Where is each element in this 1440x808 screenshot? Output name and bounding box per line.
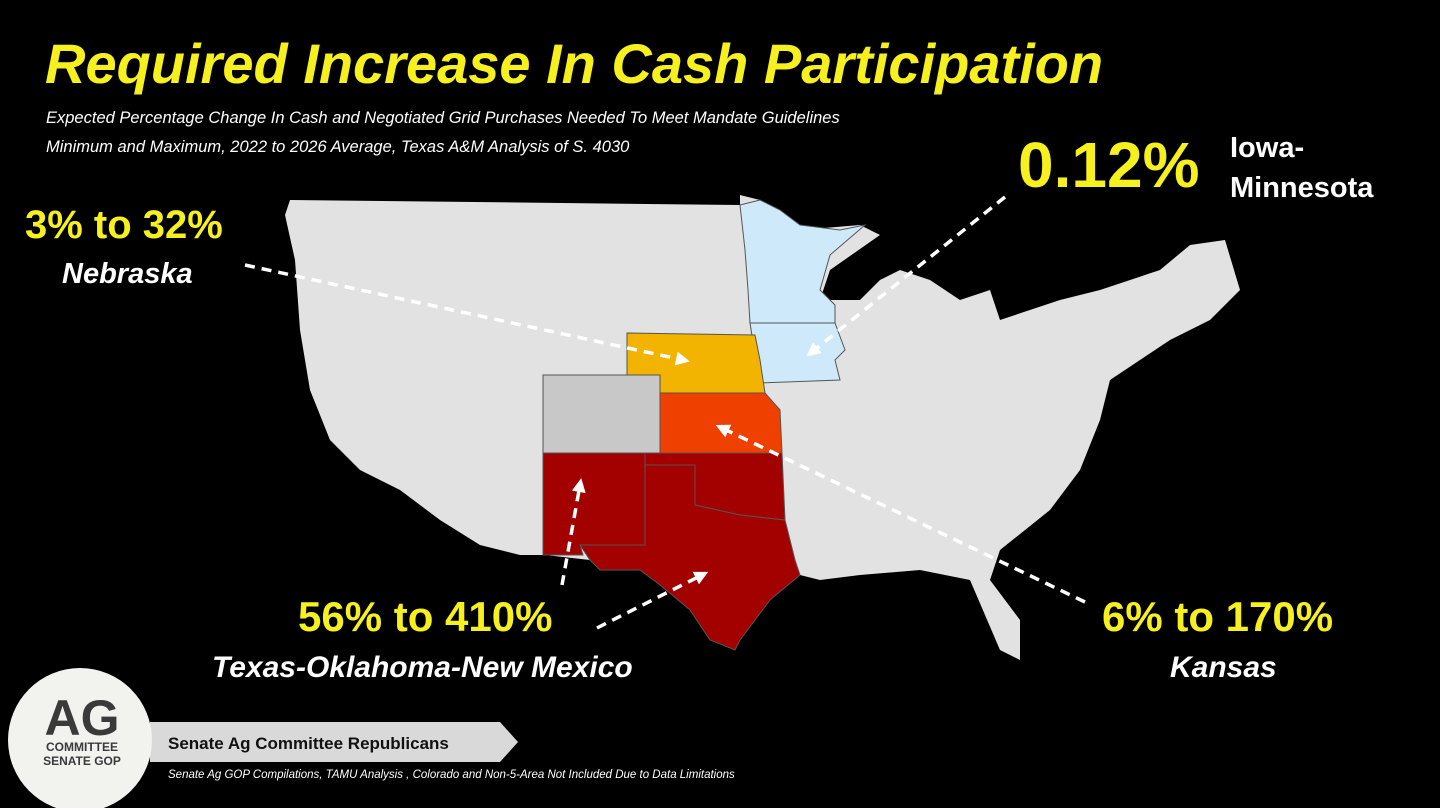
callout-value: 3% to 32%	[25, 203, 223, 247]
callout-region: Minnesota	[1230, 172, 1374, 204]
callout-region: Iowa-	[1230, 132, 1304, 164]
callout-value: 0.12%	[1018, 129, 1199, 201]
minnesota	[739, 199, 867, 324]
iowa	[749, 322, 846, 384]
colorado	[542, 374, 661, 454]
callout-region: Texas-Oklahoma-New Mexico	[212, 651, 633, 684]
logo-text: AG	[45, 690, 120, 746]
callout-value: 6% to 170%	[1102, 593, 1333, 640]
subtitle: Expected Percentage Change In Cash and N…	[46, 109, 840, 127]
logo-text: SENATE GOP	[43, 754, 121, 768]
arrow	[596, 571, 709, 630]
logo-circle	[8, 668, 152, 808]
banner-shape	[150, 722, 518, 762]
subtitle: Minimum and Maximum, 2022 to 2026 Averag…	[46, 138, 630, 156]
title: Required Increase In Cash Participation	[45, 32, 1103, 95]
callout-value: 56% to 410%	[298, 593, 552, 640]
arrow	[244, 263, 690, 366]
logo-text: COMMITTEE	[46, 740, 118, 754]
callout-region: Nebraska	[62, 258, 193, 290]
banner: Senate Ag Committee Republicans	[168, 734, 449, 753]
new-mexico	[542, 452, 646, 556]
texas	[579, 464, 801, 651]
callout-region: Kansas	[1170, 651, 1277, 684]
footnote: Senate Ag GOP Compilations, TAMU Analysi…	[168, 769, 735, 781]
logo: AG COMMITTEE SENATE GOP	[8, 668, 152, 808]
us-map	[285, 195, 1240, 660]
arrow	[806, 195, 1007, 357]
kansas	[659, 392, 783, 454]
